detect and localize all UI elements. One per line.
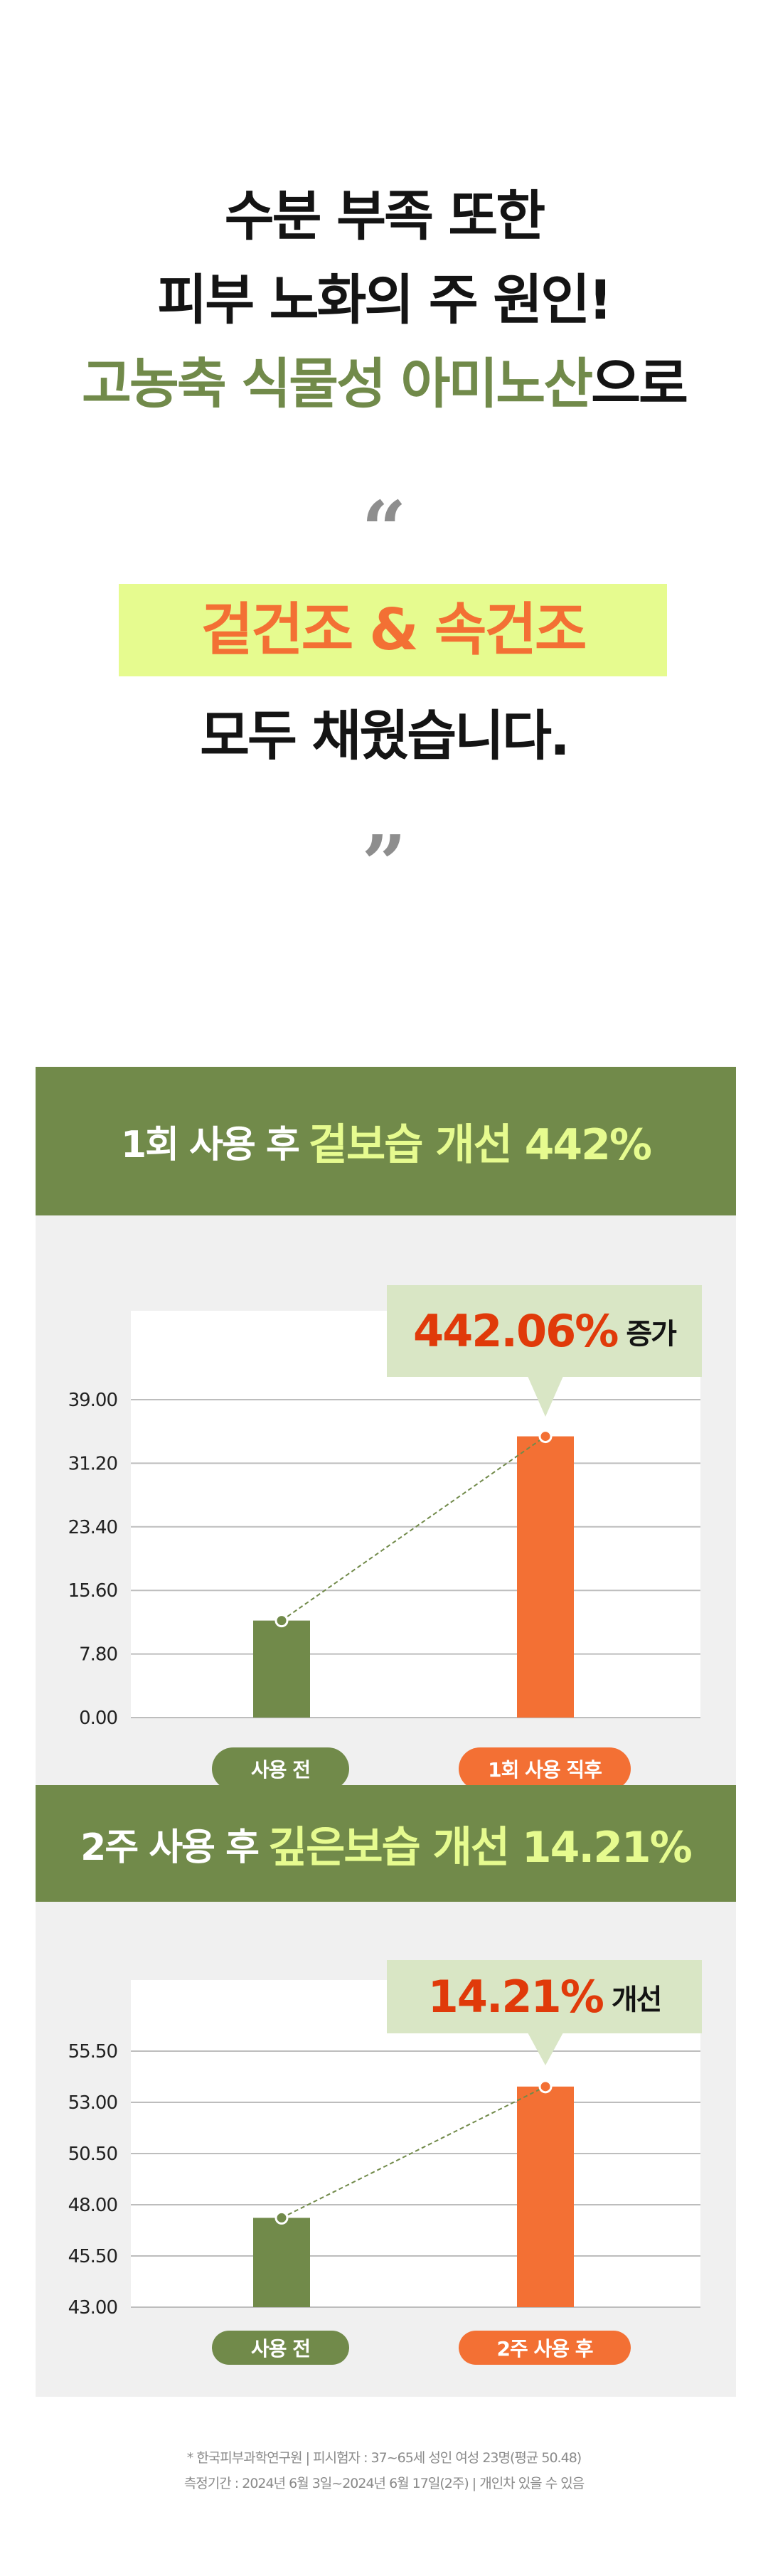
y-tick-label: 7.80 bbox=[79, 1644, 117, 1666]
y-tick-label: 43.00 bbox=[68, 2297, 117, 2319]
chart-1-callout-suffix: 증가 bbox=[626, 1317, 677, 1351]
data-point bbox=[538, 2080, 553, 2094]
data-point bbox=[274, 2210, 289, 2225]
headline-line-2: 피부 노화의 주 원인! bbox=[157, 268, 612, 331]
bar-after bbox=[517, 1436, 574, 1718]
chart-2-category-before: 사용 전 bbox=[212, 2331, 349, 2365]
plot-area bbox=[131, 1311, 700, 1718]
headline-line-3: 고농축 식물성 아미노산으로 bbox=[0, 357, 768, 411]
trend-line bbox=[281, 2085, 546, 2219]
chart-2-callout-value: 14.21% bbox=[427, 1971, 604, 2023]
y-tick-label: 45.50 bbox=[68, 2246, 117, 2267]
highlight-box: 겉건조 & 속건조 bbox=[119, 584, 667, 676]
y-tick-label: 50.50 bbox=[68, 2144, 117, 2165]
y-tick-label: 39.00 bbox=[68, 1390, 117, 1411]
chart-1-title-accent: 겉보습 개선 442% bbox=[308, 1120, 652, 1170]
y-tick-label: 15.60 bbox=[68, 1580, 117, 1602]
chart-2-callout: 14.21% 개선 bbox=[387, 1960, 702, 2033]
callout-pointer bbox=[528, 1376, 563, 1417]
chart-1-callout: 442.06% 증가 bbox=[387, 1285, 702, 1377]
headline-line-5: 모두 채웠습니다. bbox=[200, 704, 570, 767]
highlight-text: 겉건조 & 속건조 bbox=[201, 597, 587, 663]
y-tick-label: 53.00 bbox=[68, 2092, 117, 2114]
y-tick-label: 0.00 bbox=[79, 1708, 117, 1729]
y-tick-label: 48.00 bbox=[68, 2195, 117, 2216]
y-tick-label: 31.20 bbox=[68, 1453, 117, 1474]
y-tick-label: 55.50 bbox=[68, 2041, 117, 2063]
footnote-line-1: * 한국피부과학연구원 | 피시험자 : 37~65세 성인 여성 23명(평균… bbox=[186, 2450, 582, 2466]
chart-1-title-prefix: 1회 사용 후 bbox=[121, 1124, 300, 1166]
chart-1-header: 1회 사용 후 겉보습 개선 442% bbox=[36, 1067, 736, 1215]
open-quote-icon: “ bbox=[361, 484, 407, 575]
headline-accent: 고농축 식물성 아미노산 bbox=[82, 352, 593, 415]
bar-before bbox=[253, 1620, 310, 1718]
callout-pointer bbox=[528, 2033, 563, 2065]
chart-2-header: 2주 사용 후 깊은보습 개선 14.21% bbox=[36, 1785, 736, 1902]
trend-line bbox=[281, 1435, 546, 1622]
chart-2-callout-suffix: 개선 bbox=[611, 1983, 663, 2016]
y-tick-label: 23.40 bbox=[68, 1517, 117, 1538]
chart-1-category-after: 1회 사용 직후 bbox=[459, 1747, 631, 1790]
plot-area bbox=[131, 1980, 700, 2307]
footnote-line-2: 측정기간 : 2024년 6월 3일~2024년 6월 17일(2주) | 개인… bbox=[183, 2476, 585, 2491]
chart-2-title-accent: 깊은보습 개선 14.21% bbox=[267, 1822, 693, 1873]
headline-rest: 으로 bbox=[591, 352, 688, 415]
data-point bbox=[274, 1614, 289, 1628]
headline-line-1: 수분 부족 또한 bbox=[224, 184, 545, 248]
close-quote-icon: ” bbox=[361, 818, 407, 910]
chart-1-callout-value: 442.06% bbox=[413, 1305, 619, 1357]
chart-1-category-before: 사용 전 bbox=[212, 1747, 349, 1790]
bar-before bbox=[253, 2218, 310, 2307]
data-point bbox=[538, 1430, 553, 1444]
chart-2-title-prefix: 2주 사용 후 bbox=[80, 1826, 260, 1869]
chart-2-category-after: 2주 사용 후 bbox=[459, 2331, 631, 2365]
bar-after bbox=[517, 2086, 574, 2307]
